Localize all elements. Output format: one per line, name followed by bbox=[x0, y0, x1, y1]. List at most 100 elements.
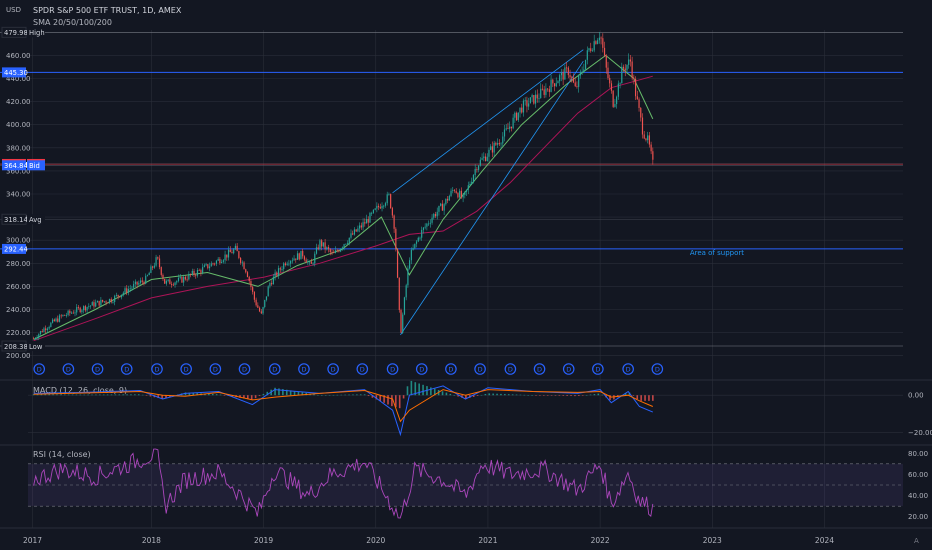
candle-body bbox=[571, 77, 573, 79]
candle-body bbox=[434, 214, 437, 217]
dividend-marker-icon bbox=[474, 363, 486, 375]
dividend-marker-icon bbox=[151, 363, 163, 375]
candle-body bbox=[343, 244, 345, 248]
candle-body bbox=[222, 260, 224, 262]
macd-histogram-bar bbox=[624, 392, 627, 396]
candle-body bbox=[253, 291, 255, 300]
candle-body bbox=[509, 126, 511, 129]
candle-body bbox=[379, 207, 381, 209]
dividend-marker-label: D bbox=[360, 366, 365, 374]
candle-body bbox=[400, 309, 402, 333]
candle-body bbox=[119, 296, 121, 298]
candle-body bbox=[419, 237, 421, 239]
macd-histogram-bar bbox=[32, 394, 35, 396]
macd-histogram-bar bbox=[554, 395, 557, 396]
x-tick-label: 2019 bbox=[254, 536, 273, 545]
candle-body bbox=[205, 264, 207, 266]
candle-body bbox=[300, 250, 302, 260]
macd-histogram-bar bbox=[391, 395, 393, 407]
candle-body bbox=[417, 237, 419, 242]
macd-histogram-bar bbox=[601, 394, 604, 396]
candle-body bbox=[459, 190, 461, 198]
y-tick-label: 360.00 bbox=[6, 167, 31, 175]
candle-body bbox=[186, 279, 188, 281]
dividend-marker-label: D bbox=[66, 366, 71, 374]
price-tag-value: 364.84 bbox=[4, 162, 28, 170]
macd-histogram-bar bbox=[636, 395, 639, 400]
candle-body bbox=[274, 272, 276, 277]
macd-histogram-bar bbox=[317, 394, 319, 396]
indicator-label[interactable]: SMA 20/50/100/200 bbox=[33, 18, 112, 27]
macd-histogram-bar bbox=[375, 395, 378, 400]
dividend-marker-icon bbox=[622, 363, 634, 375]
candle-body bbox=[219, 258, 221, 264]
candle-body bbox=[176, 281, 178, 283]
candle-body bbox=[227, 249, 230, 258]
macd-histogram-bar bbox=[562, 395, 565, 396]
macd-histogram-bar bbox=[274, 387, 276, 396]
candle-body bbox=[510, 126, 512, 129]
candle-body bbox=[452, 190, 454, 191]
candle-body bbox=[252, 287, 254, 292]
candle-body bbox=[424, 226, 426, 228]
candle-body bbox=[165, 280, 168, 284]
candle-body bbox=[372, 209, 375, 213]
candle-body bbox=[231, 252, 233, 254]
auto-scale-button[interactable]: A bbox=[914, 537, 919, 545]
macd-histogram-bar bbox=[301, 392, 304, 396]
macd-histogram-bar bbox=[102, 394, 105, 396]
macd-histogram-bar bbox=[359, 394, 362, 396]
dividend-marker-label: D bbox=[419, 366, 424, 374]
rsi-title[interactable]: RSI (14, close) bbox=[33, 450, 91, 459]
price-tag-label-box bbox=[27, 27, 45, 38]
macd-histogram-bar bbox=[134, 394, 136, 396]
macd-title[interactable]: MACD (12, 26, close, 9) bbox=[33, 386, 128, 395]
candle-body bbox=[638, 99, 640, 108]
candle-body bbox=[224, 254, 226, 261]
candle-body bbox=[590, 48, 592, 51]
macd-histogram-bar bbox=[126, 394, 128, 396]
macd-histogram-bar bbox=[141, 394, 144, 396]
candle-body bbox=[355, 229, 357, 232]
candle-body bbox=[431, 217, 433, 223]
candle-body bbox=[269, 283, 271, 287]
candle-body bbox=[493, 142, 495, 153]
candle-body bbox=[174, 282, 176, 286]
candle-body bbox=[629, 59, 632, 62]
candle-body bbox=[177, 277, 180, 282]
candle-body bbox=[57, 318, 59, 322]
candle-body bbox=[108, 298, 111, 303]
y-tick-label: 280.00 bbox=[6, 260, 31, 268]
candle-body bbox=[581, 71, 583, 73]
macd-line bbox=[33, 385, 653, 437]
chart-title[interactable]: SPDR S&P 500 ETF TRUST, 1D, AMEX bbox=[33, 6, 182, 15]
dividend-marker-icon bbox=[298, 363, 310, 375]
candle-body bbox=[531, 95, 533, 98]
candle-body bbox=[60, 315, 62, 317]
candle-body bbox=[319, 240, 321, 250]
candle-body bbox=[45, 328, 47, 331]
dividend-marker-icon bbox=[209, 363, 222, 375]
candle-body bbox=[519, 107, 521, 113]
macd-histogram-bar bbox=[507, 394, 510, 396]
macd-histogram-bar bbox=[99, 394, 101, 396]
candle-body bbox=[636, 96, 638, 100]
y-tick-label: 200.00 bbox=[6, 352, 31, 360]
candle-body bbox=[491, 146, 494, 153]
candle-body bbox=[157, 257, 159, 259]
candle-body bbox=[207, 264, 209, 269]
y-tick-label: 420.00 bbox=[6, 98, 31, 106]
macd-histogram-bar bbox=[488, 393, 491, 396]
candle-body bbox=[455, 191, 457, 194]
candle-body bbox=[562, 72, 564, 80]
candle-body bbox=[79, 307, 81, 313]
candle-body bbox=[569, 75, 571, 78]
macd-histogram-bar bbox=[223, 395, 226, 396]
candle-body bbox=[107, 302, 109, 304]
candle-body bbox=[488, 149, 490, 157]
macd-histogram-bar bbox=[410, 380, 413, 396]
macd-histogram-bar bbox=[371, 395, 374, 398]
candle-body bbox=[640, 107, 642, 118]
candle-body bbox=[395, 228, 397, 249]
